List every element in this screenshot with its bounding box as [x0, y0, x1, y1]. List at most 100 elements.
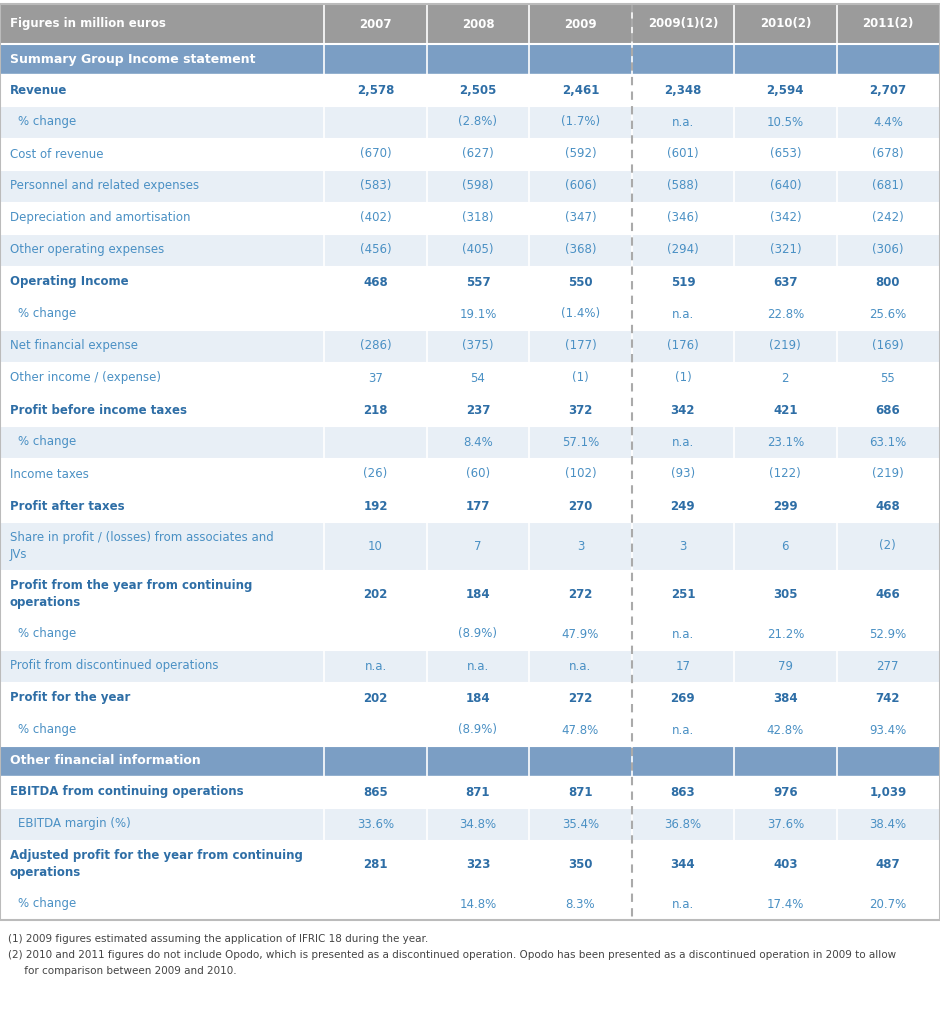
Text: for comparison between 2009 and 2010.: for comparison between 2009 and 2010. — [8, 966, 237, 976]
Text: (219): (219) — [872, 467, 903, 481]
Bar — [0, 4, 940, 920]
Text: Net financial expense: Net financial expense — [10, 339, 138, 353]
Text: 269: 269 — [670, 692, 696, 704]
Text: % change: % change — [18, 898, 76, 911]
Text: (1.7%): (1.7%) — [561, 116, 600, 128]
Text: 2009: 2009 — [564, 18, 597, 30]
Text: Adjusted profit for the year from continuing
operations: Adjusted profit for the year from contin… — [10, 849, 303, 879]
Bar — [0, 808, 940, 840]
Text: 36.8%: 36.8% — [665, 818, 701, 830]
Text: Revenue: Revenue — [10, 84, 68, 96]
Text: 37: 37 — [368, 371, 383, 385]
Text: (219): (219) — [770, 339, 801, 353]
Text: (286): (286) — [360, 339, 391, 353]
Text: 277: 277 — [877, 660, 899, 672]
Text: (456): (456) — [360, 243, 391, 256]
Text: Profit from discontinued operations: Profit from discontinued operations — [10, 660, 218, 672]
Text: (678): (678) — [872, 148, 903, 160]
Bar — [0, 394, 940, 426]
Text: (670): (670) — [360, 148, 391, 160]
Text: 468: 468 — [363, 275, 388, 288]
Text: 372: 372 — [569, 403, 592, 417]
Text: 871: 871 — [568, 786, 593, 798]
Text: (342): (342) — [770, 212, 801, 224]
Text: Operating Income: Operating Income — [10, 275, 129, 288]
Text: (588): (588) — [667, 180, 698, 192]
Text: 79: 79 — [778, 660, 792, 672]
Text: 19.1%: 19.1% — [460, 307, 496, 321]
Text: (2.8%): (2.8%) — [459, 116, 497, 128]
Text: (1) 2009 figures estimated assuming the application of IFRIC 18 during the year.: (1) 2009 figures estimated assuming the … — [8, 934, 429, 944]
Text: Personnel and related expenses: Personnel and related expenses — [10, 180, 199, 192]
Text: EBITDA margin (%): EBITDA margin (%) — [18, 818, 131, 830]
Text: 237: 237 — [466, 403, 490, 417]
Text: 421: 421 — [773, 403, 798, 417]
Text: Profit from the year from continuing
operations: Profit from the year from continuing ope… — [10, 579, 252, 609]
Bar — [0, 714, 940, 746]
Text: n.a.: n.a. — [672, 628, 694, 640]
Text: (346): (346) — [667, 212, 698, 224]
Text: % change: % change — [18, 724, 76, 736]
Text: Profit for the year: Profit for the year — [10, 692, 131, 704]
Text: (627): (627) — [462, 148, 494, 160]
Text: n.a.: n.a. — [467, 660, 489, 672]
Text: 2,578: 2,578 — [357, 84, 394, 96]
Text: (405): (405) — [462, 243, 494, 256]
Text: 305: 305 — [773, 587, 798, 601]
Text: n.a.: n.a. — [672, 898, 694, 911]
Text: 2010(2): 2010(2) — [760, 18, 811, 30]
Text: 2: 2 — [782, 371, 789, 385]
Text: 350: 350 — [568, 857, 593, 871]
Bar — [0, 426, 940, 458]
Text: 2007: 2007 — [359, 18, 392, 30]
Text: 25.6%: 25.6% — [870, 307, 906, 321]
Text: n.a.: n.a. — [365, 660, 386, 672]
Text: (1): (1) — [675, 371, 691, 385]
Text: 10.5%: 10.5% — [767, 116, 804, 128]
Text: Other financial information: Other financial information — [10, 755, 201, 767]
Bar — [0, 650, 940, 682]
Text: 54: 54 — [471, 371, 485, 385]
Text: 344: 344 — [670, 857, 696, 871]
Text: 37.6%: 37.6% — [767, 818, 804, 830]
Text: 323: 323 — [466, 857, 490, 871]
Text: 8.3%: 8.3% — [566, 898, 595, 911]
Text: (1): (1) — [572, 371, 588, 385]
Bar — [0, 266, 940, 298]
Text: % change: % change — [18, 116, 76, 128]
Text: 23.1%: 23.1% — [767, 435, 804, 449]
Text: 249: 249 — [670, 499, 696, 513]
Text: 403: 403 — [773, 857, 798, 871]
Text: 800: 800 — [875, 275, 901, 288]
Text: 519: 519 — [670, 275, 696, 288]
Text: 33.6%: 33.6% — [357, 818, 394, 830]
Text: n.a.: n.a. — [672, 307, 694, 321]
Text: Cost of revenue: Cost of revenue — [10, 148, 103, 160]
Text: 10: 10 — [368, 540, 383, 552]
Text: (2): (2) — [880, 540, 896, 552]
Bar — [0, 490, 940, 522]
Text: % change: % change — [18, 435, 76, 449]
Bar — [0, 776, 940, 808]
Bar — [0, 570, 940, 618]
Text: 686: 686 — [875, 403, 901, 417]
Bar — [0, 330, 940, 362]
Text: (176): (176) — [667, 339, 698, 353]
Text: Depreciation and amortisation: Depreciation and amortisation — [10, 212, 191, 224]
Text: (294): (294) — [667, 243, 698, 256]
Text: 55: 55 — [881, 371, 895, 385]
Text: 557: 557 — [465, 275, 491, 288]
Text: 2,348: 2,348 — [665, 84, 701, 96]
Text: n.a.: n.a. — [672, 435, 694, 449]
Text: 863: 863 — [670, 786, 696, 798]
Text: 184: 184 — [465, 692, 491, 704]
Text: 17.4%: 17.4% — [767, 898, 804, 911]
Text: EBITDA from continuing operations: EBITDA from continuing operations — [10, 786, 243, 798]
Text: 865: 865 — [363, 786, 388, 798]
Text: 7: 7 — [475, 540, 481, 552]
Bar — [0, 746, 940, 776]
Text: (368): (368) — [565, 243, 596, 256]
Text: (318): (318) — [462, 212, 494, 224]
Text: 550: 550 — [568, 275, 593, 288]
Text: (375): (375) — [462, 339, 494, 353]
